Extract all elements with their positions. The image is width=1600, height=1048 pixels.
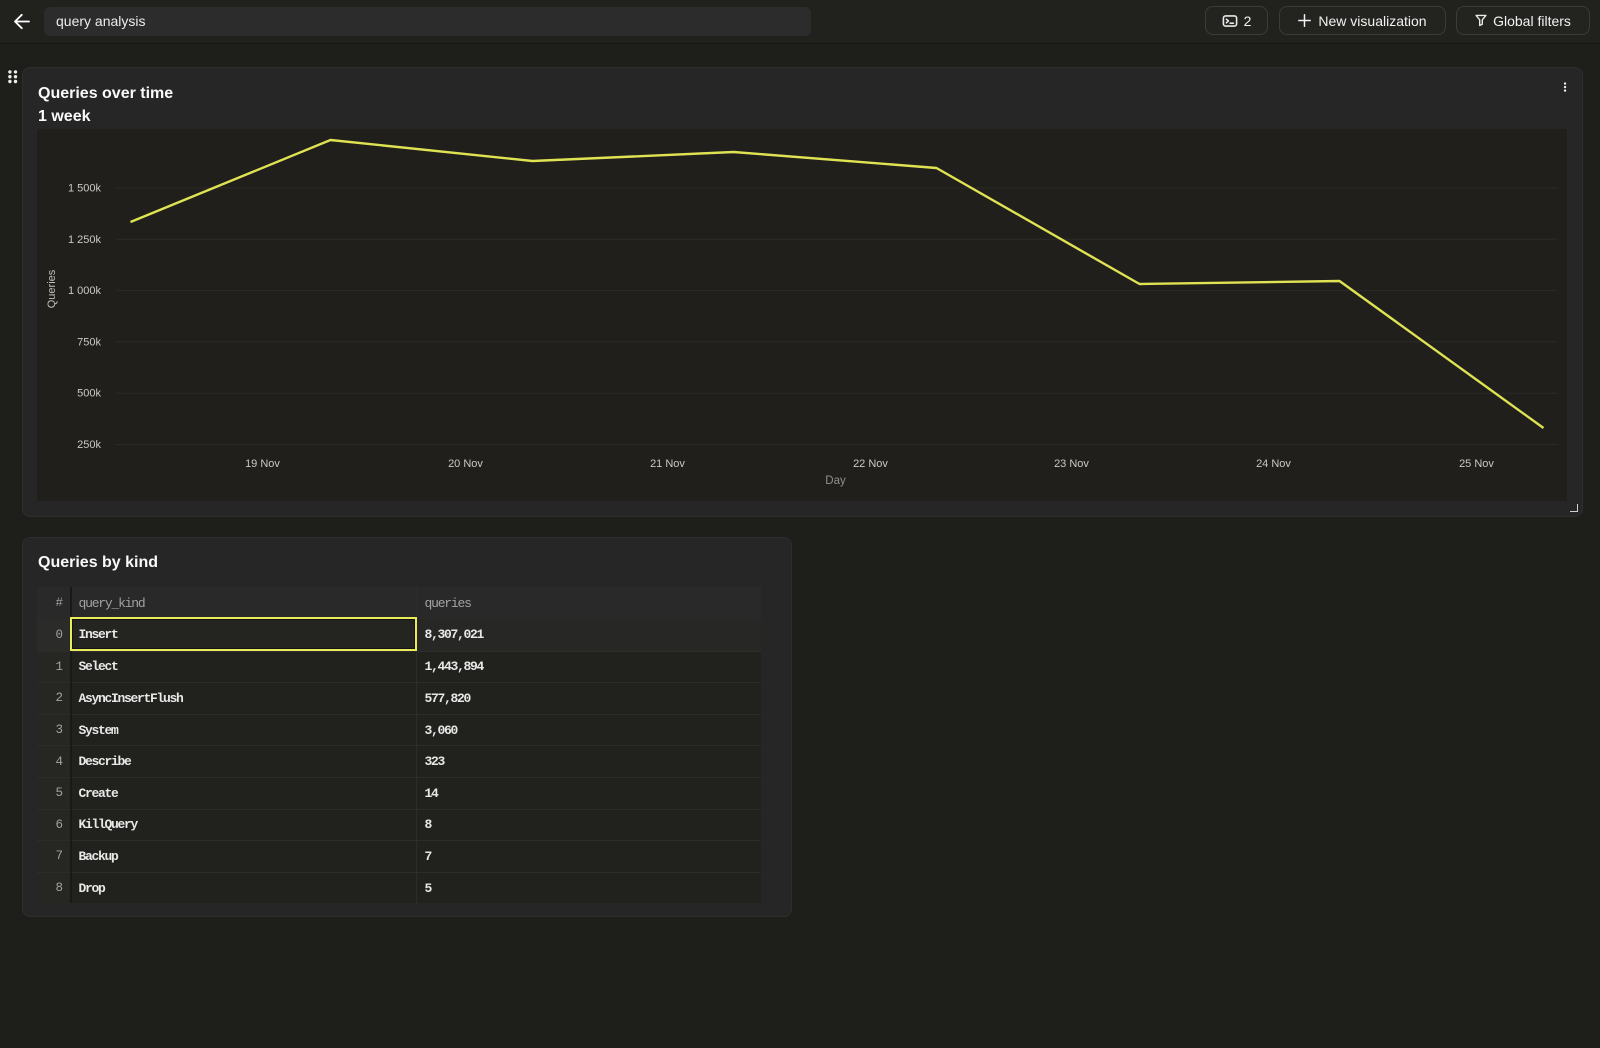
svg-text:25 Nov: 25 Nov: [1459, 458, 1494, 470]
svg-text:20 Nov: 20 Nov: [448, 458, 483, 470]
svg-text:1 000k: 1 000k: [68, 285, 102, 297]
svg-text:Day: Day: [825, 475, 846, 487]
svg-text:1 500k: 1 500k: [68, 183, 102, 195]
svg-text:19 Nov: 19 Nov: [245, 458, 280, 470]
svg-text:1 250k: 1 250k: [68, 234, 102, 246]
svg-text:21 Nov: 21 Nov: [650, 458, 685, 470]
svg-text:500k: 500k: [77, 388, 101, 400]
svg-text:24 Nov: 24 Nov: [1256, 458, 1291, 470]
svg-text:250k: 250k: [77, 439, 101, 451]
svg-text:Queries: Queries: [46, 269, 58, 308]
svg-text:22 Nov: 22 Nov: [853, 458, 888, 470]
svg-text:750k: 750k: [77, 336, 101, 348]
svg-text:23 Nov: 23 Nov: [1054, 458, 1089, 470]
